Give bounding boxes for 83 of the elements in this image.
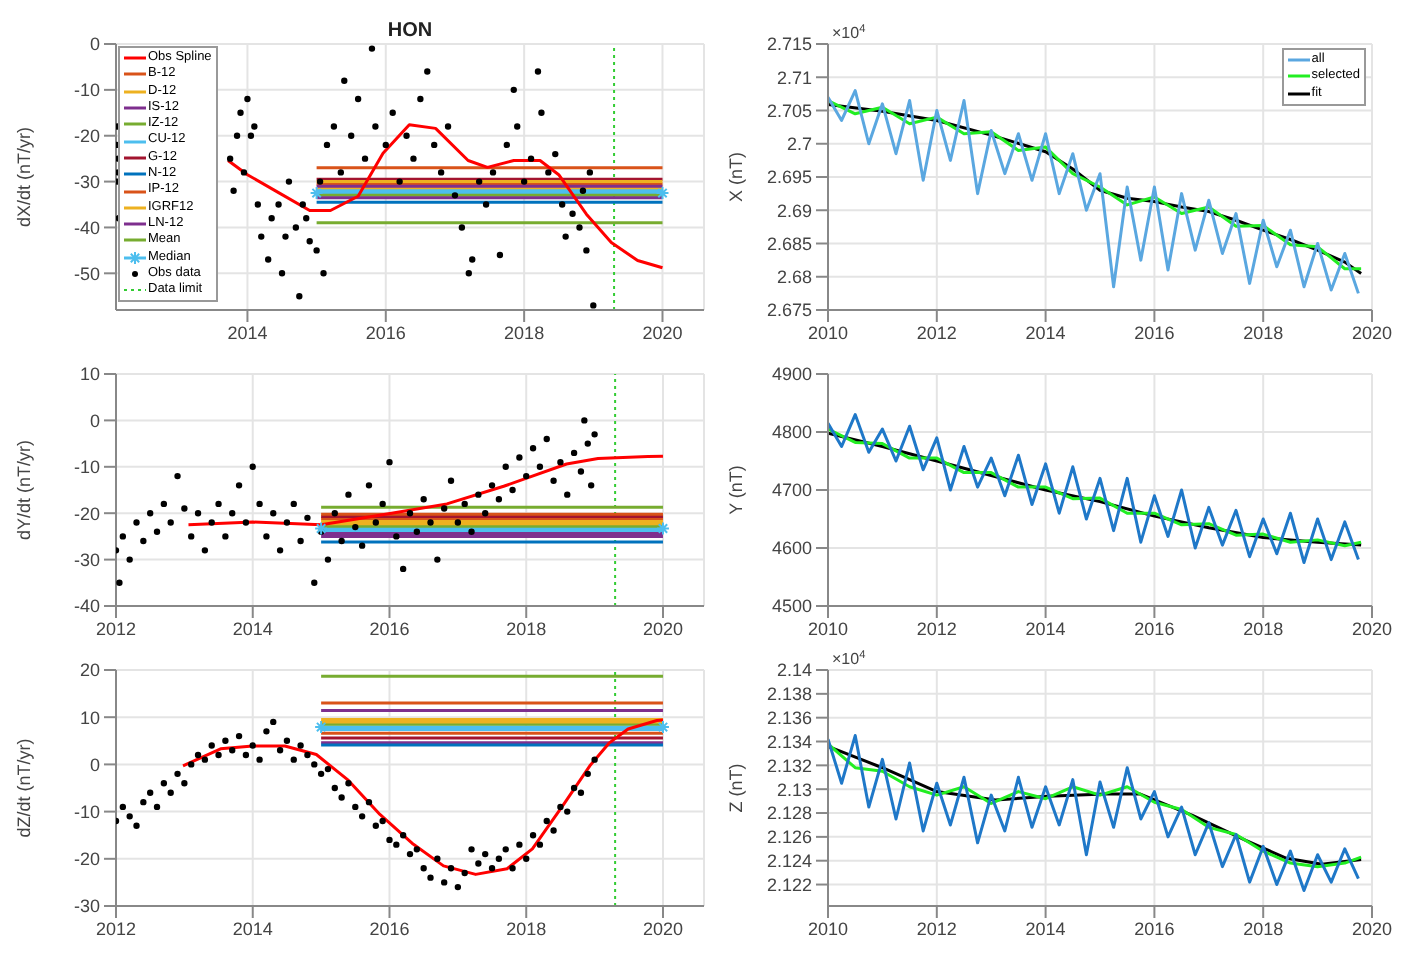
y-tick-label: 2.14: [776, 660, 812, 681]
x-tick-label: 2012: [916, 322, 957, 343]
x-tick-label: 2018: [506, 618, 547, 639]
y-tick-label: -20: [73, 503, 100, 524]
y-tick-label: 2.69: [776, 200, 812, 221]
y-tick-label: 2.132: [766, 755, 812, 776]
y-tick-label: -10: [73, 457, 100, 478]
chart-title: HON: [387, 20, 433, 42]
x-tick-label: 2014: [1025, 322, 1066, 343]
y-axis-title: dZ/dt (nT/yr): [14, 738, 35, 838]
y-tick-label: 2.68: [776, 267, 812, 288]
y-tick-label: -20: [73, 126, 100, 147]
x-tick-label: 2020: [642, 322, 683, 343]
x-tick-label: 2020: [1351, 918, 1393, 939]
y-tick-label: 2.128: [766, 803, 812, 824]
y-tick-label: 20: [79, 660, 100, 681]
y-tick-label: -50: [73, 263, 100, 284]
x-tick-label: 2010: [807, 618, 849, 639]
x-tick-label: 2016: [369, 618, 410, 639]
x-tick-label: 2012: [95, 618, 137, 639]
y-axis-title: dY/dt (nT/yr): [14, 439, 35, 541]
x-tick-label: 2018: [1243, 618, 1284, 639]
y-tick-label: 2.13: [776, 779, 812, 800]
y-tick-label: 0: [89, 754, 100, 775]
y-axis-title: Y (nT): [726, 465, 747, 515]
x-tick-label: 2014: [232, 618, 273, 639]
y-tick-label: -30: [73, 171, 100, 192]
x-tick-label: 2018: [1243, 918, 1284, 939]
y-tick-label: -40: [73, 217, 100, 238]
x-tick-label: 2016: [1134, 918, 1175, 939]
y-tick-label: 0: [89, 34, 100, 55]
y-tick-label: 2.124: [766, 851, 812, 872]
x-tick-label: 2016: [369, 918, 410, 939]
x-tick-label: 2010: [807, 322, 849, 343]
y-tick-label: 4600: [771, 538, 812, 559]
text: ×10$^{4}$: [832, 24, 866, 42]
y-tick-label: -10: [73, 80, 100, 101]
y-tick-label: 2.705: [766, 100, 812, 121]
y-tick-label: 2.138: [766, 684, 812, 705]
y-tick-label: 2.715: [766, 34, 812, 55]
x-tick-label: 2014: [232, 918, 273, 939]
y-tick-label: 10: [79, 707, 100, 728]
y-tick-label: 2.122: [766, 874, 812, 895]
y-tick-label: 2.685: [766, 233, 812, 254]
y-tick-label: 0: [89, 410, 100, 431]
y-tick-label: 2.136: [766, 708, 812, 729]
x-tick-label: 2020: [1351, 322, 1393, 343]
x-tick-label: 2012: [916, 918, 957, 939]
x-tick-label: 2020: [642, 618, 684, 639]
y-tick-label: -40: [73, 596, 100, 617]
x-tick-label: 2018: [504, 322, 545, 343]
x-tick-label: 2014: [1025, 618, 1066, 639]
x-tick-label: 2016: [1134, 322, 1175, 343]
y-tick-label: 2.134: [766, 731, 812, 752]
y-tick-label: 2.126: [766, 827, 812, 848]
x-tick-label: 2014: [1025, 918, 1066, 939]
y-tick-label: -20: [73, 849, 100, 870]
y-tick-label: 4800: [771, 422, 812, 443]
y-axis-title: Z (nT): [726, 763, 747, 813]
x-tick-label: 2012: [95, 918, 137, 939]
y-tick-label: 4500: [771, 596, 812, 617]
x-tick-label: 2018: [1243, 322, 1284, 343]
y-tick-label: 10: [79, 364, 100, 385]
y-tick-label: 2.7: [786, 134, 812, 155]
text: ×10$^{4}$: [832, 650, 866, 668]
x-tick-label: 2016: [365, 322, 406, 343]
y-tick-label: -30: [73, 896, 100, 917]
y-tick-label: 4900: [771, 364, 812, 385]
x-tick-label: 2016: [1134, 618, 1175, 639]
y-tick-label: -30: [73, 549, 100, 570]
x-tick-label: 2020: [642, 918, 684, 939]
x-tick-label: 2012: [916, 618, 957, 639]
y-tick-label: 2.71: [776, 67, 812, 88]
x-tick-label: 2010: [807, 918, 849, 939]
y-axis-title: X (nT): [726, 151, 747, 203]
x-tick-label: 2020: [1351, 618, 1393, 639]
y-axis-title: dX/dt (nT/yr): [14, 126, 35, 228]
y-tick-label: -10: [73, 801, 100, 822]
y-tick-label: 2.675: [766, 300, 812, 321]
y-tick-label: 2.695: [766, 167, 812, 188]
x-tick-label: 2014: [227, 322, 268, 343]
y-tick-label: 4700: [771, 480, 812, 501]
x-tick-label: 2018: [506, 918, 547, 939]
